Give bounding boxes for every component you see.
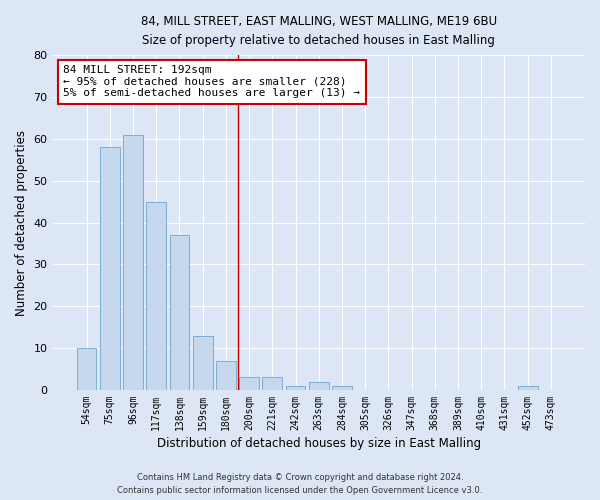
Bar — [332, 386, 352, 390]
Bar — [170, 235, 190, 390]
Bar — [239, 378, 259, 390]
Bar — [146, 202, 166, 390]
Text: Contains HM Land Registry data © Crown copyright and database right 2024.
Contai: Contains HM Land Registry data © Crown c… — [118, 474, 482, 495]
Bar — [262, 378, 282, 390]
Text: 84 MILL STREET: 192sqm
← 95% of detached houses are smaller (228)
5% of semi-det: 84 MILL STREET: 192sqm ← 95% of detached… — [63, 65, 360, 98]
Bar — [123, 134, 143, 390]
Bar — [77, 348, 97, 390]
Bar — [309, 382, 329, 390]
Y-axis label: Number of detached properties: Number of detached properties — [15, 130, 28, 316]
Bar — [100, 147, 119, 390]
Bar — [518, 386, 538, 390]
Bar — [286, 386, 305, 390]
Bar — [216, 360, 236, 390]
X-axis label: Distribution of detached houses by size in East Malling: Distribution of detached houses by size … — [157, 437, 481, 450]
Title: 84, MILL STREET, EAST MALLING, WEST MALLING, ME19 6BU
Size of property relative : 84, MILL STREET, EAST MALLING, WEST MALL… — [141, 15, 497, 47]
Bar — [193, 336, 212, 390]
